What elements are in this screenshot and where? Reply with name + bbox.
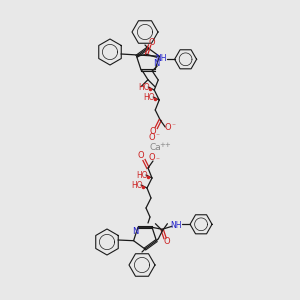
Text: ⁻: ⁻ [155, 131, 159, 140]
Text: Ca: Ca [149, 143, 161, 152]
Text: O: O [149, 154, 155, 163]
Text: NH: NH [170, 221, 182, 230]
Text: HO: HO [131, 182, 143, 190]
Text: N: N [153, 58, 159, 68]
Text: O: O [138, 152, 144, 160]
Text: NH: NH [155, 54, 166, 63]
Text: ++: ++ [159, 142, 171, 148]
Text: ⁻: ⁻ [155, 155, 159, 164]
Text: O: O [164, 237, 170, 246]
Text: O: O [150, 128, 157, 136]
Text: O: O [148, 38, 155, 47]
Text: HO: HO [138, 83, 150, 92]
Text: O: O [149, 134, 155, 142]
Text: N: N [133, 227, 139, 236]
Text: ⁻: ⁻ [171, 122, 175, 130]
Text: O: O [165, 124, 172, 133]
Text: HO: HO [136, 172, 148, 181]
Text: HO: HO [143, 94, 155, 103]
